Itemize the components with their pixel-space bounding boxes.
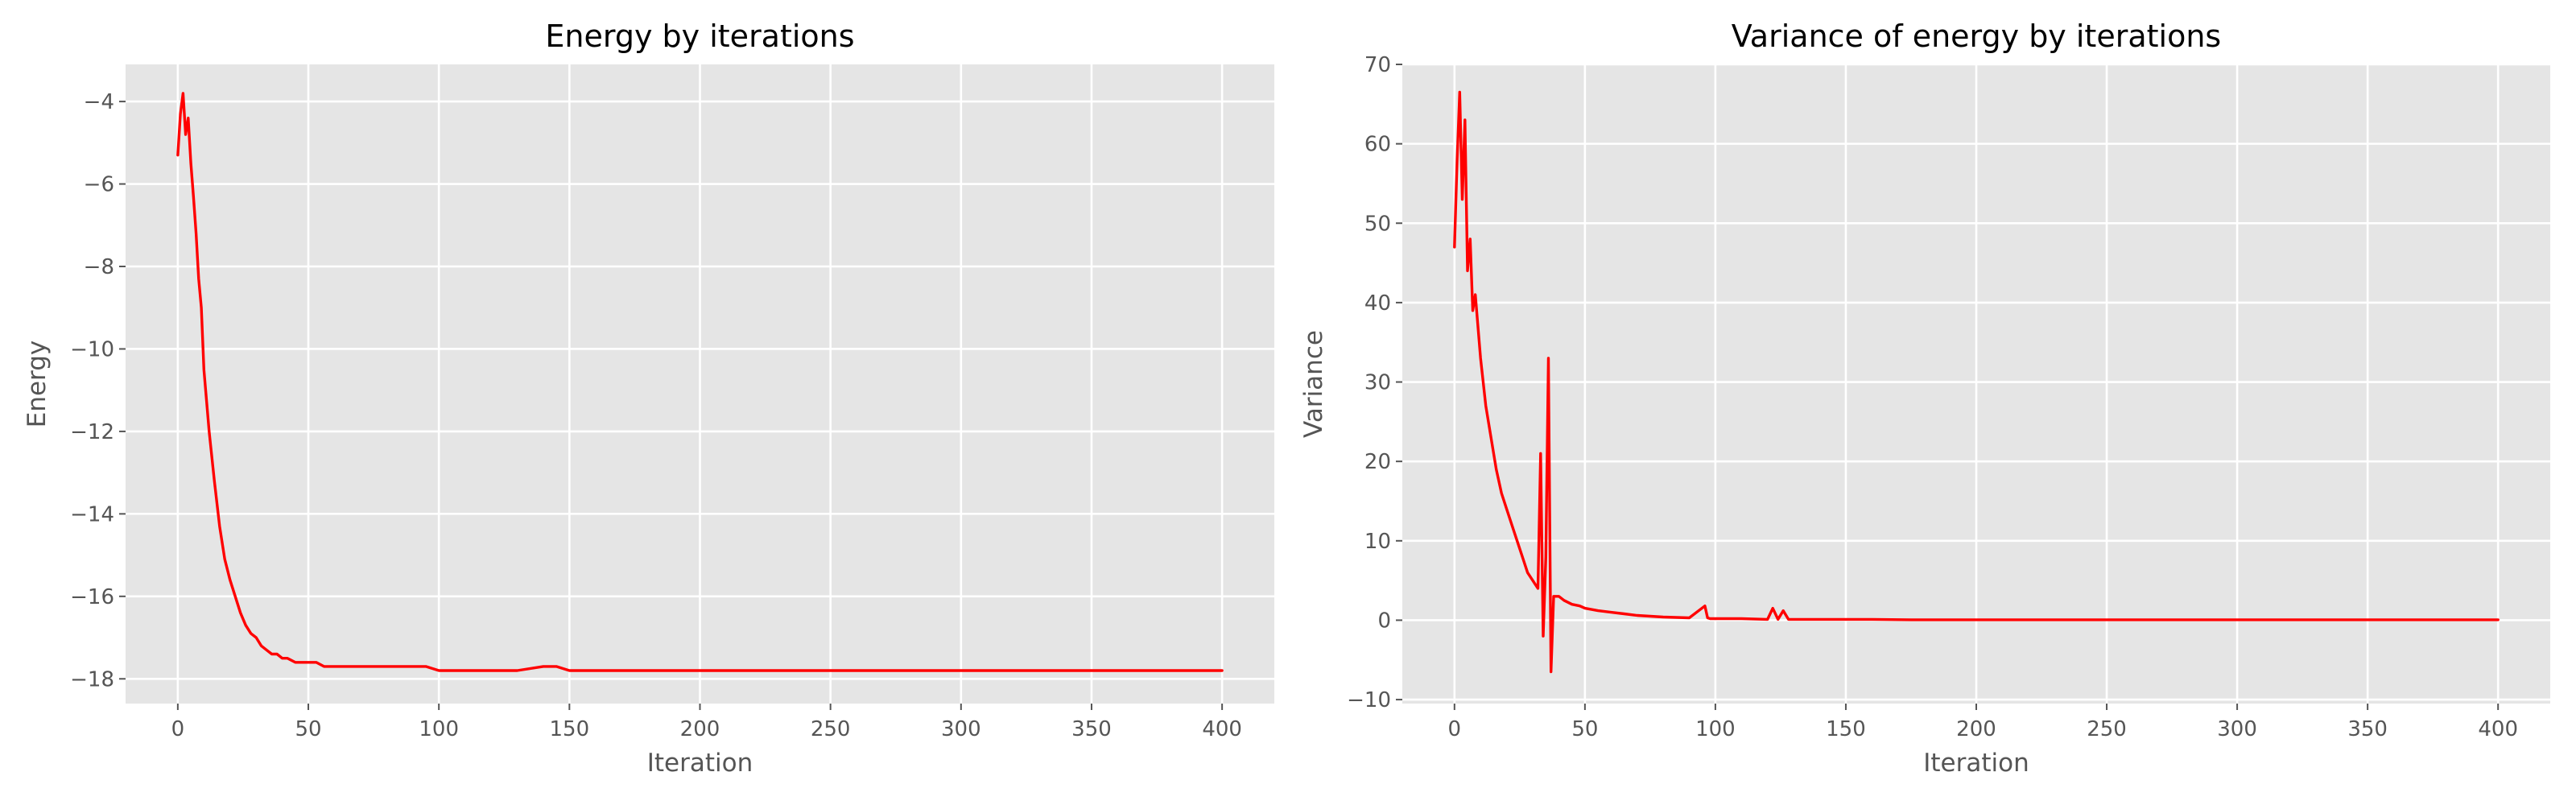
- y-axis-label: Energy: [23, 341, 52, 428]
- x-axis-label: Iteration: [1923, 749, 2029, 778]
- variance-chart: 0 50 100 150 200 250 300 350 400 −10 0 10 20 30 40 50 60…: [1299, 19, 2550, 778]
- x-tick-label: 150: [1826, 717, 1866, 741]
- x-tick-label: 350: [1071, 717, 1112, 741]
- y-tick-label: −8: [84, 255, 114, 279]
- y-tick-label: −10: [1347, 688, 1391, 712]
- y-tick-label: 10: [1364, 530, 1391, 554]
- x-tick-label: 350: [2347, 717, 2388, 741]
- chart-title: Variance of energy by iterations: [1732, 19, 2221, 54]
- y-tick-label: −10: [70, 337, 114, 361]
- x-tick-label: 150: [550, 717, 590, 741]
- x-tick-label: 200: [680, 717, 720, 741]
- y-tick-label: 70: [1364, 53, 1391, 77]
- y-tick-label: 60: [1364, 133, 1391, 157]
- y-tick-label: −18: [70, 667, 114, 691]
- x-tick-label: 50: [295, 717, 321, 741]
- x-tick-label: 0: [171, 717, 185, 741]
- x-tick-label: 0: [1448, 717, 1462, 741]
- y-tick-label: 50: [1364, 212, 1391, 236]
- x-tick-label: 250: [2087, 717, 2127, 741]
- y-tick-label: −6: [84, 173, 114, 197]
- y-axis-label: Variance: [1299, 330, 1328, 438]
- energy-chart: 0 50 100 150 200 250 300 350 400 −18 −16 −14 −12 −10 −…: [23, 19, 1274, 778]
- x-tick-label: 100: [419, 717, 459, 741]
- x-tick-label: 400: [2478, 717, 2518, 741]
- y-tick-label: −14: [70, 502, 114, 526]
- series-line-0: [1453, 90, 2500, 674]
- y-tick-label: 20: [1364, 450, 1391, 474]
- x-tick-label: 400: [1202, 717, 1242, 741]
- x-tick-label: 100: [1695, 717, 1736, 741]
- x-tick-label: 250: [811, 717, 851, 741]
- x-axis-label: Iteration: [647, 749, 753, 778]
- series-line-0: [176, 92, 1224, 672]
- x-tick-label: 300: [941, 717, 981, 741]
- y-tick-label: 40: [1364, 291, 1391, 316]
- y-tick-label: 0: [1377, 609, 1391, 633]
- y-tick-label: −4: [84, 90, 114, 114]
- x-tick-label: 300: [2217, 717, 2257, 741]
- y-tick-label: −12: [70, 420, 114, 444]
- x-tick-label: 50: [1571, 717, 1598, 741]
- x-tick-label: 200: [1956, 717, 1996, 741]
- y-tick-label: −16: [70, 585, 114, 609]
- chart-title: Energy by iterations: [545, 19, 854, 54]
- y-tick-label: 30: [1364, 371, 1391, 395]
